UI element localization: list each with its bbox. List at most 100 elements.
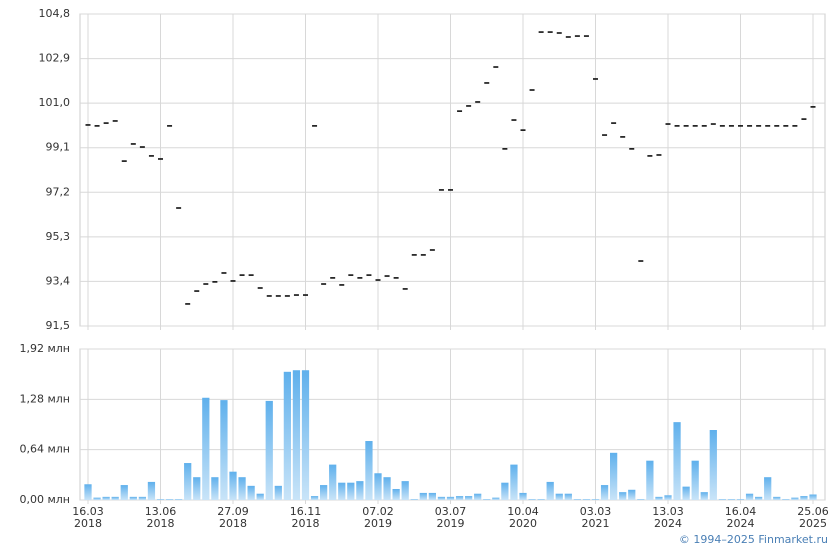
volume-bar xyxy=(419,492,427,500)
volume-bar xyxy=(465,496,473,500)
volume-bar xyxy=(628,489,636,500)
plot-area xyxy=(79,13,826,327)
y-tick-label: 101,0 xyxy=(39,96,71,109)
volume-bar xyxy=(93,497,101,500)
x-tick-label: 10.04 2020 xyxy=(507,505,539,530)
volume-bar xyxy=(256,493,264,500)
volume-bar xyxy=(274,485,282,500)
volume-bar xyxy=(211,477,219,500)
volume-bar xyxy=(673,422,681,500)
volume-bar xyxy=(301,370,310,500)
x-tick-label: 03.03 2021 xyxy=(579,505,612,530)
volume-bar xyxy=(147,481,156,500)
volume-bar xyxy=(519,492,527,500)
volume-bar xyxy=(338,482,346,500)
volume-bar xyxy=(700,492,708,500)
volume-bar xyxy=(446,496,455,500)
volume-bar xyxy=(664,495,672,500)
volume-bar xyxy=(582,499,591,500)
volume-bar xyxy=(600,485,609,500)
volume-bar xyxy=(283,371,291,500)
volume-bar xyxy=(718,499,726,500)
volume-bar xyxy=(537,499,545,500)
volume-bar xyxy=(320,485,328,500)
volume-bar xyxy=(619,492,627,500)
volume-bar xyxy=(292,370,301,500)
y-tick-label: 97,2 xyxy=(46,185,71,198)
volume-bar xyxy=(727,499,736,500)
volume-bar xyxy=(691,460,699,500)
volume-bar xyxy=(310,496,319,500)
x-tick-label: 16.03 2018 xyxy=(72,505,104,530)
volume-bar xyxy=(401,481,409,500)
volume-bar xyxy=(745,493,754,500)
volume-bar xyxy=(138,496,146,500)
volume-bar xyxy=(111,496,119,500)
volume-bar xyxy=(156,499,165,500)
y-tick-label: 1,28 млн xyxy=(19,392,70,405)
y-tick-label: 0,00 млн xyxy=(19,493,70,506)
volume-bar xyxy=(229,471,237,500)
volume-bar xyxy=(591,499,600,500)
volume-bar xyxy=(755,496,763,500)
volume-bar xyxy=(455,496,464,500)
volume-bar xyxy=(791,497,799,500)
volume-bar xyxy=(573,499,581,500)
volume-bar xyxy=(175,499,183,500)
volume-bar xyxy=(510,464,518,500)
volume-bar xyxy=(165,499,174,500)
y-tick-label: 102,9 xyxy=(39,52,71,65)
volume-bar xyxy=(329,464,337,500)
footer: © 1994–2025 Finmarket.ru xyxy=(678,533,828,546)
volume-bar xyxy=(129,496,137,500)
volume-bar xyxy=(709,430,717,500)
volume-bar xyxy=(265,400,273,500)
volume-bar xyxy=(492,497,500,500)
volume-bar xyxy=(682,486,690,500)
volume-bar xyxy=(347,482,355,500)
x-tick-label: 16.04 2024 xyxy=(724,505,757,530)
volume-bar xyxy=(736,499,745,500)
x-tick-label: 03.07 2019 xyxy=(434,505,467,530)
y-tick-label: 0,64 млн xyxy=(19,443,70,456)
volume-bar xyxy=(474,493,482,500)
x-tick-label: 16.11 2018 xyxy=(289,505,322,530)
volume-bar xyxy=(528,499,536,500)
x-tick-label: 27.09 2018 xyxy=(217,505,249,530)
volume-bar xyxy=(428,492,436,500)
volume-bar xyxy=(238,477,246,500)
volume-bar xyxy=(782,499,790,500)
x-tick-label: 13.06 2018 xyxy=(144,505,177,530)
volume-bar xyxy=(374,473,382,500)
x-tick-label: 07.02 2019 xyxy=(362,505,394,530)
volume-bar xyxy=(84,484,92,500)
volume-bar xyxy=(220,400,228,500)
y-tick-label: 99,1 xyxy=(46,141,71,154)
volume-bar xyxy=(555,493,563,500)
y-tick-label: 91,5 xyxy=(46,319,71,332)
volume-bar xyxy=(247,485,255,500)
x-tick-label: 13.03 2024 xyxy=(652,505,684,530)
y-tick-label: 95,3 xyxy=(46,230,71,243)
volume-bar xyxy=(773,496,781,500)
volume-bar xyxy=(637,499,645,500)
volume-bar xyxy=(437,496,446,500)
volume-bar xyxy=(501,482,509,500)
volume-bar xyxy=(193,477,201,500)
volume-bar xyxy=(800,496,808,500)
volume-bar xyxy=(646,460,654,500)
volume-bar xyxy=(809,494,817,500)
volume-bar xyxy=(184,463,192,500)
volume-bar xyxy=(202,397,210,500)
volume-bar xyxy=(356,481,364,500)
volume-bar xyxy=(365,441,373,500)
x-tick-label: 25.06 2025 xyxy=(797,505,829,530)
volume-bar xyxy=(764,477,772,500)
y-tick-label: 1,92 млн xyxy=(19,342,70,355)
y-tick-label: 104,8 xyxy=(39,7,71,20)
volume-bar xyxy=(102,496,110,500)
volume-bar xyxy=(483,499,491,500)
volume-bar xyxy=(120,485,128,500)
